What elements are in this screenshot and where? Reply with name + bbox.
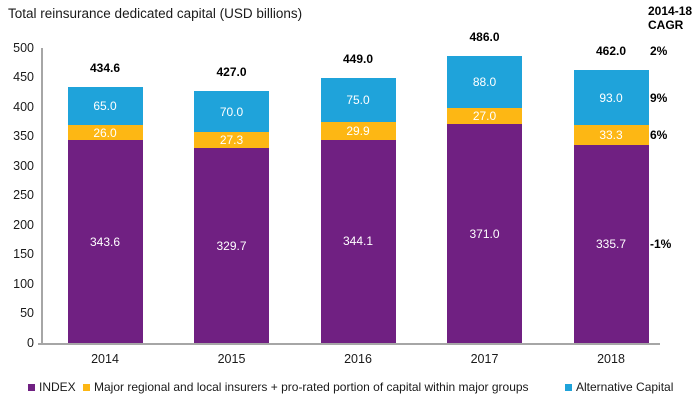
y-tick-350: 350 xyxy=(13,129,34,143)
segment-value-label: 343.6 xyxy=(89,234,121,249)
chart-title: Total reinsurance dedicated capital (USD… xyxy=(8,6,303,21)
segment-value-label: 344.1 xyxy=(342,234,374,249)
y-tick-100: 100 xyxy=(13,276,34,291)
cagr-regional-insurers: 6% xyxy=(650,128,668,143)
segment-value-label: 335.7 xyxy=(595,236,627,251)
x-axis-line xyxy=(38,343,660,345)
cagr-header-label: CAGR xyxy=(648,18,684,32)
bar-segment-2015-index: 329.7 xyxy=(194,148,269,343)
y-axis-line xyxy=(41,48,43,343)
bar-segment-2014-regional-insurers: 26.0 xyxy=(67,124,143,141)
total-label-2016: 449.0 xyxy=(342,52,374,67)
legend-regional-insurers: Major regional and local insurers + pro-… xyxy=(83,379,529,395)
legend-index: INDEX xyxy=(28,379,76,395)
segment-value-label: 75.0 xyxy=(346,93,370,108)
cagr-header: 2014-18 CAGR xyxy=(648,4,692,32)
y-tick-50: 50 xyxy=(20,306,34,320)
bar-segment-2014-alternative-capital: 65.0 xyxy=(67,86,143,125)
y-tick-150: 150 xyxy=(13,247,34,261)
x-tick-2014: 2014 xyxy=(91,352,119,366)
bar-segment-2016-regional-insurers: 29.9 xyxy=(320,122,396,140)
y-tick-250: 250 xyxy=(13,188,34,202)
bar-segment-2018-regional-insurers: 33.3 xyxy=(573,125,649,145)
bar-segment-2015-regional-insurers: 27.3 xyxy=(194,132,269,149)
legend-index-swatch-icon xyxy=(28,384,35,391)
segment-value-label: 70.0 xyxy=(219,104,244,119)
legend-regional-insurers-label: Major regional and local insurers + pro-… xyxy=(94,380,529,394)
y-tick-450: 450 xyxy=(13,70,34,84)
bar-segment-2017-regional-insurers: 27.0 xyxy=(447,108,522,125)
cagr-index: -1% xyxy=(650,236,672,251)
total-label-2018: 462.0 xyxy=(595,44,627,59)
segment-value-label: 88.0 xyxy=(472,75,497,90)
bar-segment-2017-alternative-capital: 88.0 xyxy=(447,56,522,109)
segment-value-label: 329.7 xyxy=(216,238,247,253)
y-tick-300: 300 xyxy=(13,158,34,173)
total-label-2014: 434.6 xyxy=(89,60,121,75)
segment-value-label: 27.3 xyxy=(219,133,244,148)
legend-alternative-capital: Alternative Capital xyxy=(565,379,673,395)
segment-value-label: 26.0 xyxy=(93,125,117,140)
total-label-2015: 427.0 xyxy=(216,65,247,80)
segment-value-label: 65.0 xyxy=(93,98,117,113)
bar-segment-2016-index: 344.1 xyxy=(320,139,396,343)
legend-regional-insurers-swatch-icon xyxy=(83,384,90,391)
bar-segment-2018-index: 335.7 xyxy=(573,144,649,343)
bar-segment-2017-index: 371.0 xyxy=(447,124,522,343)
x-tick-2015: 2015 xyxy=(217,352,246,366)
bar-segment-2015-alternative-capital: 70.0 xyxy=(194,91,269,133)
segment-value-label: 29.9 xyxy=(346,124,370,139)
bar-segment-2018-alternative-capital: 93.0 xyxy=(573,70,649,126)
x-tick-2016: 2016 xyxy=(344,352,372,366)
x-tick-2017: 2017 xyxy=(470,352,499,366)
legend-alternative-capital-label: Alternative Capital xyxy=(576,380,674,394)
segment-value-label: 371.0 xyxy=(469,226,500,241)
cagr-total: 2% xyxy=(650,44,668,59)
cagr-header-period: 2014-18 xyxy=(648,4,693,18)
y-tick-500: 500 xyxy=(13,40,34,55)
segment-value-label: 27.0 xyxy=(472,109,497,124)
y-tick-400: 400 xyxy=(13,99,34,114)
y-tick-0: 0 xyxy=(27,335,34,350)
legend-alternative-capital-swatch-icon xyxy=(565,384,572,391)
segment-value-label: 93.0 xyxy=(599,90,623,105)
cagr-alternative-capital: 9% xyxy=(650,90,668,105)
bar-segment-2016-alternative-capital: 75.0 xyxy=(320,78,396,123)
segment-value-label: 33.3 xyxy=(599,128,623,143)
y-tick-200: 200 xyxy=(13,217,34,232)
bar-segment-2014-index: 343.6 xyxy=(67,140,143,343)
total-label-2017: 486.0 xyxy=(469,30,500,45)
x-tick-2018: 2018 xyxy=(597,352,625,366)
legend-index-label: INDEX xyxy=(39,380,76,394)
